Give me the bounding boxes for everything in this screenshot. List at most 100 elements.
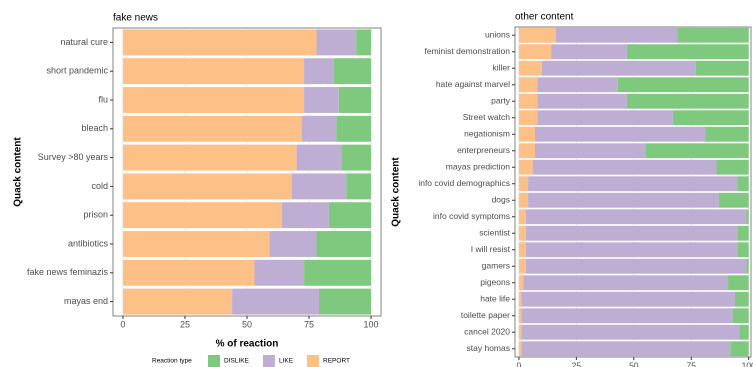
y-tick-label: unions — [485, 30, 510, 40]
bar-segment — [728, 275, 749, 291]
bar-segment — [518, 225, 526, 241]
bar-segment — [338, 87, 372, 113]
y-tick-label: fake news feminazis — [27, 267, 109, 277]
y-tick-label: natural cure — [60, 37, 108, 47]
y-tick-label: cancel 2020 — [464, 327, 510, 337]
y-tick-label: killer — [493, 63, 511, 73]
y-tick-label: toilette paper — [461, 310, 510, 320]
bar-segment — [551, 44, 627, 60]
x-tick-label: 100 — [742, 360, 753, 367]
y-tick-label: antibiotics — [68, 238, 109, 248]
bar-segment — [518, 93, 538, 109]
bar-segment — [555, 27, 678, 43]
y-tick-label: feminist demonstration — [424, 46, 510, 56]
bar-segment — [518, 143, 535, 159]
bar-segment — [336, 115, 372, 142]
legend-swatch — [307, 355, 320, 367]
bar-segment — [525, 242, 738, 258]
bar-segment — [518, 258, 526, 274]
bar-segment — [518, 275, 524, 291]
panel-border — [514, 26, 752, 358]
bar-segment — [122, 173, 292, 200]
bar-segment — [122, 231, 270, 257]
panel-border — [112, 27, 382, 317]
x-axis-title: % of reaction — [216, 339, 279, 350]
legend-label: REPORT — [323, 358, 350, 365]
bar-segment — [328, 202, 372, 229]
bar-segment — [537, 77, 618, 93]
bar-segment — [525, 258, 747, 274]
bar-segment — [122, 288, 233, 315]
bar-segment — [528, 192, 719, 208]
x-tick-label: 75 — [304, 319, 314, 329]
bar-segment — [122, 58, 305, 85]
bar-segment — [532, 159, 717, 175]
bar-segment — [677, 27, 749, 43]
x-tick-label: 100 — [364, 319, 379, 329]
bar-segment — [356, 29, 372, 56]
bar-segment — [296, 144, 342, 171]
bar-segment — [291, 173, 347, 200]
bar-segment — [645, 143, 749, 159]
y-tick-label: hate against marvel — [436, 79, 510, 89]
bar-segment — [672, 110, 749, 126]
y-tick-label: flu — [98, 94, 108, 104]
y-tick-label: prison — [83, 210, 108, 220]
bar-segment — [122, 144, 297, 171]
x-tick-label: 25 — [572, 360, 582, 367]
bar-segment — [523, 275, 729, 291]
bar-segment — [254, 259, 305, 286]
x-tick-label: 25 — [180, 319, 190, 329]
bar-segment — [518, 341, 522, 357]
bar-segment — [518, 60, 542, 76]
bar-segment — [534, 126, 706, 142]
bar-segment — [518, 242, 526, 258]
y-tick-label: scientist — [479, 228, 510, 238]
y-tick-label: negationism — [464, 129, 510, 139]
bar-segment — [518, 324, 522, 340]
legend-title: Reaction type — [152, 358, 192, 365]
bar-segment — [737, 242, 749, 258]
bar-segment — [617, 77, 749, 93]
panel-title: fake news — [113, 13, 158, 24]
y-tick-label: hate life — [480, 294, 510, 304]
bar-segment — [626, 93, 749, 109]
y-tick-label: I will resist — [471, 244, 511, 254]
y-tick-label: mayas end — [64, 296, 108, 306]
bar-segment — [518, 159, 533, 175]
bar-segment — [518, 126, 535, 142]
bar-segment — [301, 115, 337, 142]
bar-segment — [341, 144, 372, 171]
bar-segment — [122, 202, 282, 229]
y-tick-label: gamers — [482, 261, 510, 271]
bar-segment — [333, 58, 372, 85]
bar-segment — [518, 176, 529, 192]
bar-segment — [122, 87, 305, 113]
y-tick-label: short pandemic — [46, 66, 108, 76]
x-tick-label: 0 — [120, 319, 125, 329]
bar-segment — [521, 324, 740, 340]
bar-segment — [518, 44, 552, 60]
bar-segment — [737, 225, 749, 241]
x-tick-label: 0 — [517, 360, 522, 367]
bar-segment — [541, 60, 696, 76]
bar-segment — [534, 143, 646, 159]
legend-swatch — [262, 355, 275, 367]
bar-segment — [316, 231, 372, 257]
y-tick-label: Survey >80 years — [38, 152, 109, 162]
bar-segment — [705, 126, 749, 142]
x-tick-label: 50 — [629, 360, 639, 367]
y-tick-label: bleach — [81, 123, 108, 133]
bar-segment — [122, 115, 302, 142]
bar-segment — [518, 77, 538, 93]
bar-segment — [525, 209, 747, 225]
bar-segment — [695, 60, 749, 76]
bar-segment — [746, 258, 749, 274]
bar-segment — [537, 93, 627, 109]
bar-segment — [732, 308, 749, 324]
bar-segment — [737, 176, 749, 192]
bar-segment — [122, 259, 255, 286]
bar-segment — [718, 192, 749, 208]
bar-segment — [746, 209, 749, 225]
bar-segment — [346, 173, 372, 200]
